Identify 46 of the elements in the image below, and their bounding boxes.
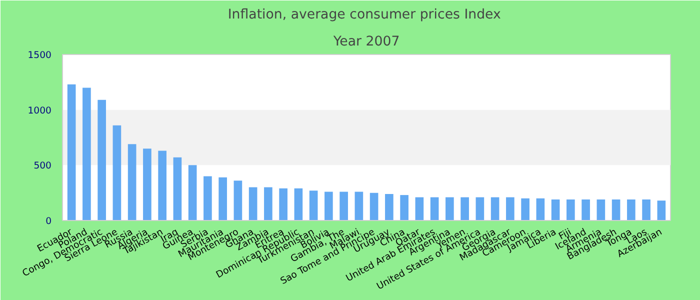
bar: [566, 199, 575, 220]
bar: [415, 197, 424, 220]
bar: [248, 187, 258, 220]
bar: [67, 84, 76, 220]
bar: [506, 197, 514, 220]
bar: [490, 197, 500, 220]
bar: [309, 190, 318, 220]
bar: [551, 199, 560, 220]
bar: [112, 125, 122, 220]
bar: [596, 199, 606, 220]
y-tick-label: 1500: [28, 50, 52, 61]
bar: [340, 192, 348, 220]
bar: [143, 148, 152, 220]
bar: [385, 194, 394, 220]
chart-title: Inflation, average consumer prices Index: [228, 8, 501, 22]
bar: [582, 199, 590, 220]
bar: [430, 197, 439, 220]
bar: [370, 192, 378, 220]
bar: [627, 199, 636, 220]
bar: [204, 176, 212, 220]
bar: [98, 100, 106, 220]
bar: [446, 197, 454, 220]
bar: [657, 200, 666, 220]
bar: [354, 192, 364, 220]
bar: [188, 165, 197, 220]
bar: [264, 187, 272, 220]
bar: [642, 199, 650, 220]
y-tick-label: 1000: [28, 105, 52, 116]
bar: [324, 192, 333, 220]
y-tick-label: 0: [46, 216, 52, 227]
bar: [234, 180, 242, 220]
bar: [476, 197, 484, 220]
bar: [82, 88, 91, 220]
bar: [521, 198, 530, 220]
y-tick-label: 500: [34, 160, 52, 172]
bar: [612, 199, 620, 220]
bar: [218, 177, 227, 220]
bar: [460, 197, 469, 220]
bar: [173, 157, 182, 220]
bar: [294, 188, 303, 220]
chart-subtitle: Year 2007: [332, 34, 400, 50]
bar: [158, 150, 166, 220]
bar: [128, 144, 136, 220]
bar: [279, 188, 288, 220]
bar: [536, 198, 545, 220]
bar: [400, 195, 408, 220]
